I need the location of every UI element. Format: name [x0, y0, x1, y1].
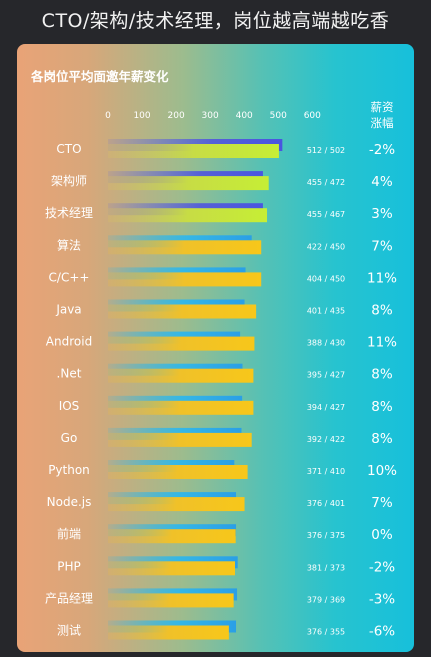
bar-curr-8: [108, 400, 254, 415]
value-label-6: 388 / 430: [307, 339, 345, 348]
bar-curr-13: [108, 561, 236, 576]
bar-curr-0: [108, 144, 279, 158]
category-label-3: 算法: [57, 237, 81, 252]
category-label-15: 测试: [57, 623, 81, 638]
category-label-7: .Net: [57, 367, 82, 381]
change-label-0: -2%: [369, 142, 395, 158]
category-label-0: CTO: [56, 142, 81, 156]
category-label-13: PHP: [57, 559, 81, 573]
salary-bar-chart: 0 100 200 300 400 500 600 CTO 512 / 502 -2% 架构师 45…: [45, 111, 397, 640]
bar-curr-4: [108, 272, 262, 287]
value-label-9: 392 / 422: [307, 435, 345, 444]
bar-curr-7: [108, 368, 254, 383]
value-label-3: 422 / 450: [307, 242, 345, 251]
category-label-5: Java: [55, 303, 81, 317]
change-label-12: 0%: [371, 527, 393, 543]
change-label-6: 11%: [367, 335, 397, 351]
category-label-10: Python: [48, 463, 90, 477]
change-label-15: -6%: [369, 624, 395, 640]
change-header-line-2: 涨幅: [370, 116, 394, 130]
value-label-2: 455 / 467: [307, 210, 345, 219]
change-label-11: 7%: [371, 495, 393, 511]
bar-curr-10: [108, 465, 248, 479]
bar-curr-1: [108, 176, 269, 191]
value-label-8: 394 / 427: [307, 403, 345, 412]
x-tick-label-600: 600: [304, 111, 321, 121]
change-label-14: -3%: [369, 591, 395, 607]
change-header-line-1: 薪资: [370, 100, 394, 114]
x-tick-label-100: 100: [133, 111, 150, 121]
value-label-11: 376 / 401: [307, 499, 345, 508]
change-label-9: 8%: [371, 431, 393, 447]
category-label-6: Android: [46, 335, 92, 349]
value-label-0: 512 / 502: [307, 146, 345, 155]
change-label-3: 7%: [371, 238, 393, 254]
value-label-15: 376 / 355: [307, 628, 345, 637]
value-label-14: 379 / 369: [307, 595, 345, 604]
change-label-10: 10%: [367, 463, 397, 479]
change-label-2: 3%: [371, 206, 393, 222]
bar-curr-2: [108, 208, 268, 223]
chart-title: 各岗位平均面邀年薪变化: [31, 69, 169, 84]
category-label-12: 前端: [57, 526, 81, 541]
page-headline: CTO/架构/技术经理，岗位越高端越吃香: [41, 10, 390, 32]
bar-curr-15: [108, 625, 229, 640]
labels-layer: CTO 512 / 502 -2% 架构师 455 / 472 4% 技术经理 455 / 4…: [45, 142, 397, 640]
change-label-8: 8%: [371, 399, 393, 415]
bar-curr-6: [108, 336, 255, 351]
change-label-13: -2%: [369, 559, 395, 575]
x-axis-ticks: 0 100 200 300 400 500 600: [105, 111, 321, 121]
change-label-4: 11%: [367, 270, 397, 286]
change-column-header: 薪资 涨幅: [358, 99, 406, 131]
bar-curr-9: [108, 432, 252, 447]
category-label-9: Go: [61, 431, 78, 445]
x-tick-label-400: 400: [236, 111, 253, 121]
bar-curr-14: [108, 593, 234, 608]
bars-layer: [108, 139, 283, 640]
x-tick-label-200: 200: [168, 111, 185, 121]
value-label-13: 381 / 373: [307, 563, 345, 572]
category-label-8: IOS: [59, 399, 80, 413]
bar-curr-3: [108, 240, 262, 255]
category-label-2: 技术经理: [45, 206, 93, 220]
bar-curr-11: [108, 497, 245, 512]
bar-curr-12: [108, 529, 236, 544]
bar-curr-5: [108, 304, 257, 319]
change-label-1: 4%: [371, 174, 393, 190]
x-tick-label-500: 500: [270, 111, 287, 121]
value-label-10: 371 / 410: [307, 467, 345, 476]
change-label-5: 8%: [371, 303, 393, 319]
value-label-5: 401 / 435: [307, 307, 345, 316]
category-label-4: C/C++: [49, 270, 90, 284]
x-tick-label-0: 0: [105, 111, 111, 121]
chart-card: 各岗位平均面邀年薪变化 薪资 涨幅: [17, 44, 414, 652]
value-label-7: 395 / 427: [307, 371, 345, 380]
value-label-1: 455 / 472: [307, 178, 345, 187]
x-tick-label-300: 300: [202, 111, 219, 121]
category-label-11: Node.js: [47, 495, 92, 509]
category-label-14: 产品经理: [45, 591, 93, 605]
change-label-7: 8%: [371, 367, 393, 383]
value-label-12: 376 / 375: [307, 531, 345, 540]
value-label-4: 404 / 450: [307, 274, 345, 283]
category-label-1: 架构师: [51, 173, 87, 188]
